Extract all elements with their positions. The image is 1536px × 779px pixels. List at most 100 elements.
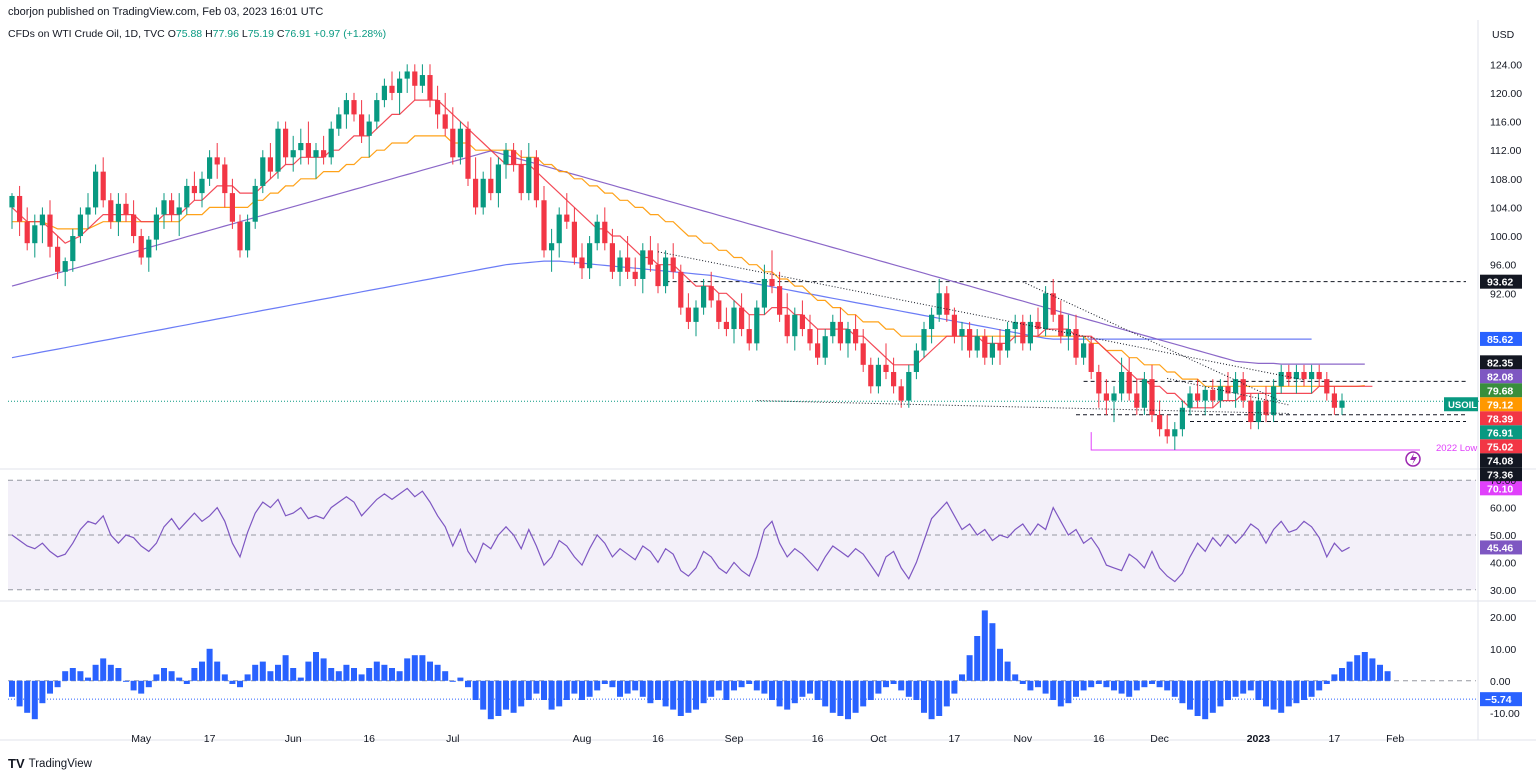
hist-bar bbox=[16, 680, 23, 707]
candle bbox=[298, 128, 304, 165]
hist-bar bbox=[1240, 680, 1247, 694]
candle-body bbox=[708, 286, 714, 301]
ema-mid-line bbox=[12, 135, 1365, 387]
candle bbox=[1195, 379, 1201, 408]
hist-bar bbox=[921, 680, 927, 713]
candle bbox=[739, 293, 745, 337]
candle-body bbox=[777, 286, 783, 315]
hist-bar bbox=[1232, 680, 1239, 697]
hist-bar bbox=[791, 680, 798, 704]
hist-bar bbox=[776, 680, 783, 707]
candle bbox=[450, 107, 456, 165]
candle-body bbox=[343, 100, 349, 115]
symbol-name[interactable]: CFDs on WTI Crude Oil, 1D, TVC bbox=[8, 28, 165, 40]
candle-body bbox=[929, 314, 935, 330]
candle-body bbox=[731, 307, 737, 330]
candle bbox=[685, 293, 691, 330]
candle-body bbox=[100, 171, 106, 201]
hist-bar bbox=[411, 655, 418, 681]
candle-body bbox=[974, 336, 980, 351]
candle-body bbox=[906, 371, 912, 401]
candle bbox=[579, 243, 585, 279]
rsi-tick-label: 50.00 bbox=[1490, 530, 1516, 542]
candle bbox=[1179, 400, 1185, 437]
candle bbox=[921, 321, 927, 358]
hist-bar bbox=[1255, 680, 1262, 700]
candle bbox=[1278, 364, 1284, 394]
time-tick-label: 17 bbox=[204, 733, 216, 745]
candle bbox=[1103, 379, 1109, 415]
candle bbox=[564, 193, 570, 229]
hist-bar bbox=[1308, 680, 1315, 697]
close-value: 76.91 bbox=[284, 28, 311, 40]
low-label: L bbox=[241, 28, 248, 40]
candle bbox=[77, 207, 83, 244]
lightning-icon[interactable] bbox=[1405, 451, 1421, 467]
hist-bar bbox=[85, 677, 91, 681]
candle bbox=[716, 293, 722, 330]
hist-bar bbox=[662, 680, 669, 707]
candle bbox=[845, 321, 851, 358]
hist-bar bbox=[449, 680, 456, 682]
hist-bar bbox=[1323, 680, 1330, 684]
hist-bar bbox=[867, 680, 874, 700]
candle bbox=[153, 207, 159, 251]
hist-bar bbox=[685, 680, 692, 713]
candle bbox=[511, 143, 517, 172]
candle bbox=[670, 243, 676, 279]
time-tick-label: Jun bbox=[285, 733, 302, 745]
candle bbox=[176, 193, 182, 237]
candle-body bbox=[632, 271, 638, 279]
hist-bar bbox=[1171, 680, 1178, 697]
hist-tick-label: -10.00 bbox=[1490, 708, 1520, 720]
candle-body bbox=[328, 128, 334, 158]
candle-body bbox=[921, 329, 927, 351]
candle-body bbox=[275, 128, 281, 172]
hist-bar bbox=[1042, 680, 1049, 694]
candle bbox=[374, 92, 380, 129]
candle-body bbox=[556, 214, 562, 244]
candle bbox=[617, 250, 623, 287]
hist-bar bbox=[1270, 680, 1277, 710]
candle bbox=[655, 243, 661, 294]
candle bbox=[868, 357, 874, 394]
currency-label: USD bbox=[1492, 29, 1515, 41]
candle bbox=[891, 357, 897, 394]
candle bbox=[108, 193, 114, 229]
hist-bar bbox=[313, 652, 319, 681]
candle-body bbox=[359, 114, 365, 136]
hist-bar bbox=[617, 680, 623, 697]
hist-bar bbox=[715, 680, 722, 691]
hist-bar bbox=[632, 680, 639, 691]
candle-body bbox=[1179, 407, 1185, 430]
hist-bar bbox=[487, 680, 494, 720]
price-tick-label: 112.00 bbox=[1490, 145, 1521, 157]
candle bbox=[1225, 371, 1231, 401]
hist-bar bbox=[1225, 680, 1231, 700]
candle bbox=[1331, 386, 1337, 415]
hist-bar bbox=[199, 661, 205, 681]
hist-bar bbox=[1278, 680, 1285, 713]
candle bbox=[799, 300, 805, 337]
hist-bar bbox=[115, 668, 122, 681]
lightning-icon bbox=[1410, 453, 1417, 465]
candle bbox=[723, 307, 729, 337]
hist-bar bbox=[1103, 680, 1110, 688]
candle bbox=[997, 329, 1003, 365]
candle-body bbox=[769, 278, 775, 287]
hist-bar bbox=[533, 680, 540, 694]
candle bbox=[784, 293, 790, 344]
price-label: 73.36 bbox=[1487, 469, 1513, 481]
candle bbox=[1187, 386, 1193, 415]
candle bbox=[1035, 307, 1041, 337]
candle bbox=[351, 92, 357, 122]
time-tick-label: May bbox=[131, 733, 152, 745]
hist-bar bbox=[1012, 674, 1019, 681]
open-label: O bbox=[167, 28, 176, 40]
candle-body bbox=[1316, 371, 1322, 380]
rsi-value-label: 45.46 bbox=[1487, 542, 1513, 554]
hist-bar bbox=[898, 680, 905, 691]
candle bbox=[1324, 371, 1330, 401]
candle bbox=[343, 92, 349, 129]
